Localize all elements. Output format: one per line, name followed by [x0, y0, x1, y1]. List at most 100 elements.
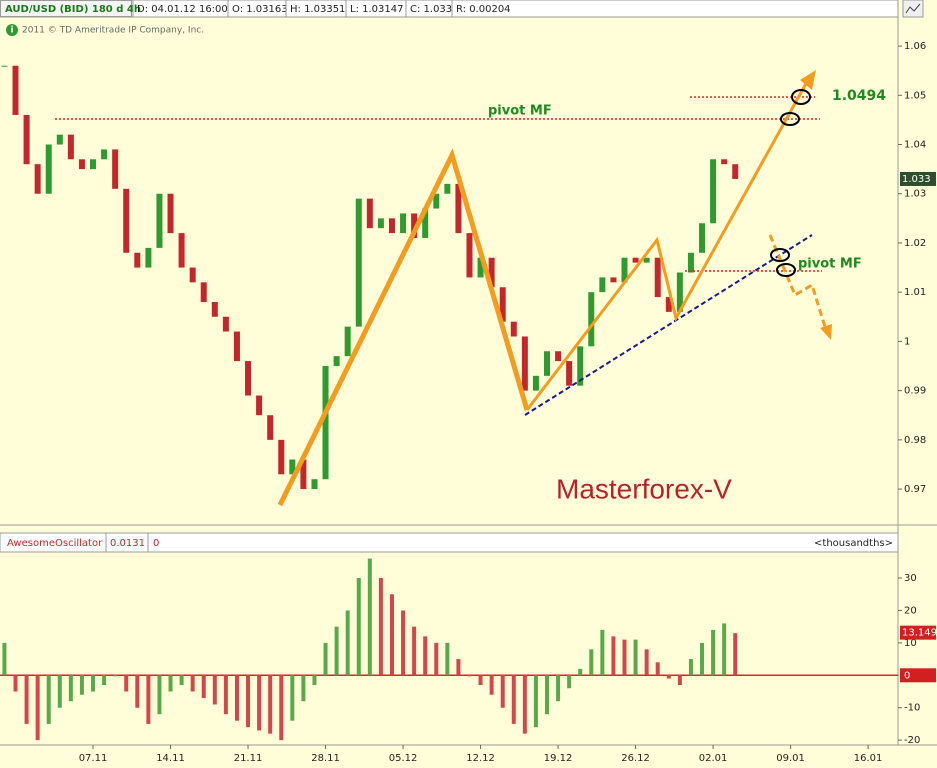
window-button[interactable]	[902, 0, 924, 18]
value-box	[900, 668, 936, 683]
oscillator-bar	[268, 675, 273, 734]
oscillator-bar	[334, 626, 339, 676]
oscillator-bar	[522, 675, 527, 734]
candle	[1, 65, 8, 67]
header-field: D: 04.01.12 16:00	[137, 4, 228, 15]
oscillator-bar	[35, 675, 40, 741]
y-tick-label: 1.06	[904, 41, 926, 52]
x-tick-label: 12.12	[466, 753, 495, 764]
candle	[411, 213, 418, 239]
oscillator-bar	[589, 649, 594, 676]
candle	[400, 213, 407, 234]
oscillator-bar	[489, 675, 494, 695]
candle	[200, 282, 207, 303]
oscillator-bar	[234, 675, 239, 721]
candle	[167, 193, 174, 234]
oscillator-bar	[146, 675, 151, 724]
value-box	[900, 171, 936, 186]
y-tick-label: 10	[904, 638, 917, 649]
y-tick-label: -20	[904, 735, 920, 746]
oscillator-bar	[24, 675, 29, 724]
oscillator-bar	[113, 675, 118, 677]
oscillator-bar	[46, 675, 51, 724]
x-tick-label: 07.11	[79, 753, 108, 764]
candle	[134, 252, 141, 268]
candle	[521, 336, 528, 391]
candle	[388, 218, 395, 234]
oscillator-bar	[257, 675, 262, 731]
y-tick-label: 1	[904, 336, 910, 347]
marker-circle	[770, 248, 790, 262]
x-tick-label: 02.01	[699, 753, 728, 764]
oscillator-bar	[556, 675, 561, 702]
marker-circle	[780, 112, 800, 126]
oscillator-bar	[223, 675, 228, 715]
unit-label: <thousandths>	[814, 538, 893, 549]
oscillator-bar	[677, 675, 682, 686]
indicator-header	[0, 532, 899, 553]
oscillator-bar	[511, 675, 516, 724]
oscillator-bar	[567, 675, 572, 689]
info-icon-text: i	[10, 26, 13, 36]
candle	[211, 302, 218, 317]
x-tick-label: 19.12	[544, 753, 573, 764]
oscillator-bar	[79, 675, 84, 695]
candle	[710, 159, 717, 224]
oscillator-bar	[345, 610, 350, 676]
candle	[599, 277, 606, 293]
oscillator-bar	[456, 659, 461, 676]
oscillator-bar	[423, 636, 428, 676]
x-tick-label: 09.01	[776, 753, 805, 764]
x-tick-label: 28.11	[311, 753, 340, 764]
candle	[189, 267, 196, 283]
y-tick-label: 0.98	[904, 435, 926, 446]
candle	[577, 346, 584, 386]
candle	[23, 114, 30, 165]
trend-line	[524, 234, 813, 416]
oscillator-bar	[157, 675, 162, 715]
oscillator-bar	[655, 662, 660, 676]
candle	[12, 65, 19, 115]
oscillator-bar	[611, 636, 616, 676]
y-tick-label: -10	[904, 703, 920, 714]
header-field: H: 1.03351	[290, 4, 345, 15]
oscillator-bar	[312, 675, 317, 686]
header-field: L: 1.03147	[350, 4, 403, 15]
candle	[366, 198, 373, 229]
candle	[732, 164, 739, 179]
candle	[355, 198, 362, 327]
candle	[145, 247, 152, 268]
candle	[632, 257, 639, 263]
oscillator-bar	[644, 649, 649, 676]
wave-line	[525, 79, 810, 411]
oscillator-bar	[500, 675, 505, 708]
info-icon	[6, 24, 18, 36]
candle	[156, 193, 163, 248]
y-tick-label: 0.99	[904, 386, 926, 397]
candle	[45, 144, 52, 194]
annotation: pivot MF	[798, 257, 862, 272]
candle	[687, 252, 694, 273]
oscillator-bar	[135, 675, 140, 708]
oscillator-bar	[323, 642, 328, 676]
candle	[643, 257, 650, 263]
arrow-head	[800, 70, 816, 90]
candle	[267, 415, 274, 440]
candle	[699, 223, 706, 253]
candle	[621, 257, 628, 283]
y-tick-label: 1.01	[904, 287, 926, 298]
watermark: Masterforex-V	[556, 473, 732, 504]
candle	[555, 351, 562, 362]
value-box-label: 13.149	[902, 628, 937, 639]
candle	[477, 257, 484, 278]
copyright: 2011 © TD Ameritrade IP Company, Inc.	[22, 26, 204, 36]
candle	[56, 134, 63, 145]
oscillator-bar	[212, 675, 217, 705]
oscillator-bar	[600, 629, 605, 676]
candle	[344, 326, 351, 357]
candle	[721, 159, 728, 165]
oscillator-bar	[533, 675, 538, 728]
oscillator-bar	[367, 558, 372, 676]
oscillator-bar	[389, 594, 394, 676]
